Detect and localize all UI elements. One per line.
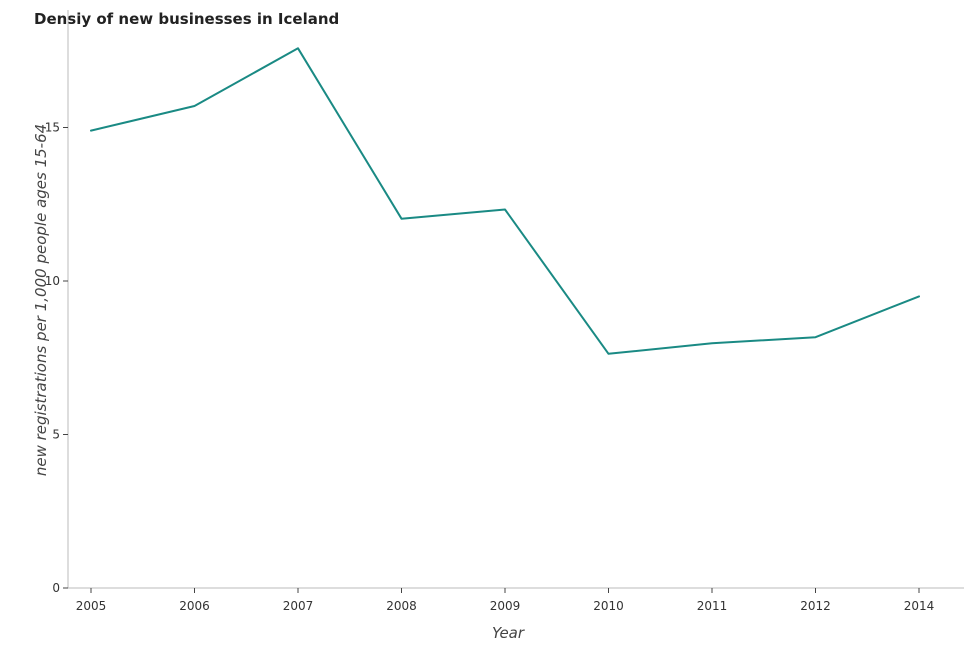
y-ticks: 0 5 10 15 xyxy=(45,121,68,595)
y-tick-label: 0 xyxy=(52,581,60,595)
x-tick-label: 2006 xyxy=(179,599,210,613)
chart-title: Densiy of new businesses in Iceland xyxy=(34,10,339,28)
y-tick-label: 5 xyxy=(52,428,60,442)
x-tick-label: 2007 xyxy=(283,599,314,613)
x-tick-label: 2014 xyxy=(904,599,935,613)
x-tick-label: 2005 xyxy=(76,599,107,613)
x-ticks: 2005 2006 2007 2008 2009 2010 2011 2012 2014 xyxy=(76,588,935,613)
x-tick-label: 2008 xyxy=(386,599,417,613)
x-axis-label: Year xyxy=(492,624,525,642)
x-tick-label: 2012 xyxy=(800,599,831,613)
y-tick-label: 10 xyxy=(45,274,60,288)
x-tick-label: 2011 xyxy=(697,599,728,613)
y-axis-label: new registrations per 1,000 people ages … xyxy=(32,124,50,476)
y-tick-label: 15 xyxy=(45,121,60,135)
series-line xyxy=(90,47,920,355)
x-tick-label: 2010 xyxy=(593,599,624,613)
x-tick-label: 2009 xyxy=(490,599,521,613)
